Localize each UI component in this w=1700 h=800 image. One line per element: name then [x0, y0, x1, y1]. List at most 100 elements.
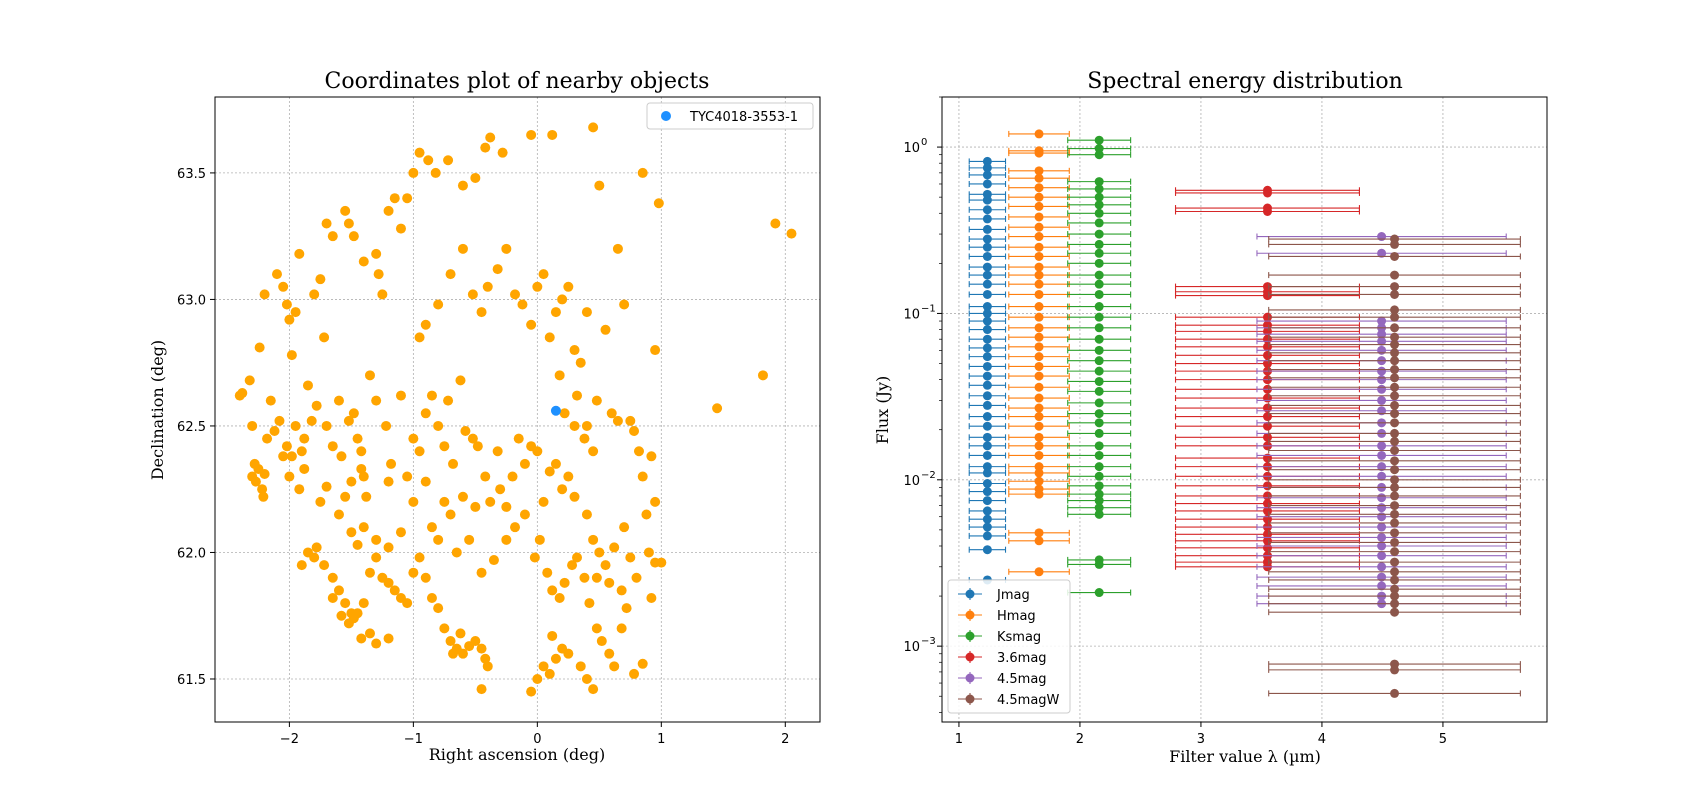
sed-x-tick-label: 1	[955, 732, 963, 747]
neighbor-point	[460, 426, 471, 437]
sed-point	[1094, 366, 1104, 376]
sed-point	[1034, 412, 1044, 422]
neighbor-point	[302, 380, 313, 391]
neighbor-point	[386, 458, 397, 469]
neighbor-point	[294, 484, 305, 495]
neighbor-point	[621, 603, 632, 614]
sed-point	[982, 531, 992, 541]
sed-point	[982, 462, 992, 472]
sed-point	[982, 412, 992, 422]
neighbor-point	[575, 661, 586, 672]
coordinates-title: Coordinates plot of nearby objects	[325, 69, 710, 94]
sed-point	[1034, 262, 1044, 272]
sed-point	[1034, 251, 1044, 261]
sed-point	[982, 522, 992, 532]
neighbor-point	[420, 319, 431, 330]
neighbor-point	[488, 555, 499, 566]
neighbor-point	[455, 375, 466, 386]
neighbor-point	[510, 522, 521, 533]
neighbor-point	[712, 403, 723, 414]
neighbor-point	[361, 491, 372, 502]
neighbor-point	[340, 205, 351, 216]
sed-point	[1034, 201, 1044, 211]
neighbor-point	[579, 433, 590, 444]
sed-point	[1094, 135, 1104, 145]
sed-point	[982, 214, 992, 224]
sed-point	[1094, 229, 1104, 239]
neighbor-point	[336, 451, 347, 462]
sed-point	[982, 468, 992, 478]
neighbor-point	[414, 332, 425, 343]
sed-point	[1390, 509, 1400, 519]
coordinates-y-tick-label: 63.0	[177, 293, 206, 308]
neighbor-point	[547, 585, 558, 596]
sed-legend-marker	[965, 589, 975, 599]
sed-point	[1034, 166, 1044, 176]
neighbor-point	[476, 307, 487, 318]
sed-point	[1094, 450, 1104, 460]
sed-point	[1377, 493, 1387, 503]
sed-point	[1094, 144, 1104, 154]
neighbor-point	[258, 491, 269, 502]
neighbor-point	[389, 193, 400, 204]
sed-point	[1094, 503, 1104, 513]
neighbor-point	[612, 415, 623, 426]
neighbor-point	[319, 332, 330, 343]
neighbor-point	[315, 496, 326, 507]
sed-x-tick-label: 2	[1076, 732, 1084, 747]
sed-legend-box	[947, 579, 1071, 714]
neighbor-point	[408, 567, 419, 578]
neighbor-point	[550, 458, 561, 469]
sed-point	[1034, 148, 1044, 158]
neighbor-point	[569, 345, 580, 356]
neighbor-point	[547, 129, 558, 140]
neighbor-point	[358, 598, 369, 609]
neighbor-point	[591, 572, 602, 583]
neighbor-point	[395, 527, 406, 538]
sed-point	[1034, 462, 1044, 472]
neighbor-point	[433, 420, 444, 431]
neighbor-point	[373, 269, 384, 280]
neighbor-point	[476, 567, 487, 578]
sed-point	[1262, 206, 1272, 216]
neighbor-point	[426, 390, 437, 401]
sed-point	[982, 352, 992, 362]
coordinates-y-tick-label: 62.5	[177, 420, 206, 435]
neighbor-point	[584, 598, 595, 609]
neighbor-point	[247, 420, 258, 431]
neighbor-point	[327, 441, 338, 452]
sed-point	[1390, 418, 1400, 428]
sed-point	[982, 380, 992, 390]
sed-point	[1377, 551, 1387, 561]
sed-legend-label: Ksmag	[997, 630, 1041, 645]
neighbor-point	[420, 476, 431, 487]
sed-point	[982, 279, 992, 289]
neighbor-point	[480, 471, 491, 482]
neighbor-point	[284, 314, 295, 325]
sed-legend-marker	[965, 694, 975, 704]
sed-point	[982, 195, 992, 205]
neighbor-point	[281, 299, 292, 310]
sed-point	[1034, 270, 1044, 280]
sed-legend-marker	[965, 610, 975, 620]
sed-point	[1034, 450, 1044, 460]
neighbor-point	[309, 289, 320, 300]
sed-point	[982, 432, 992, 442]
sed-point	[1034, 421, 1044, 431]
sed-point	[1094, 345, 1104, 355]
sed-point	[982, 441, 992, 451]
neighbor-point	[526, 319, 537, 330]
sed-point	[982, 316, 992, 326]
neighbor-point	[485, 496, 496, 507]
sed-point	[1094, 489, 1104, 499]
neighbor-point	[346, 527, 357, 538]
sed-y-tick-label-exponent: −1	[921, 303, 936, 314]
sed-axes-frame	[941, 96, 1548, 723]
neighbor-point	[544, 466, 555, 477]
neighbor-point	[358, 471, 369, 482]
neighbor-point	[653, 198, 664, 209]
neighbor-point	[306, 415, 317, 426]
sed-point	[1034, 536, 1044, 546]
neighbor-point	[250, 476, 261, 487]
coordinates-legend-box	[646, 102, 814, 130]
